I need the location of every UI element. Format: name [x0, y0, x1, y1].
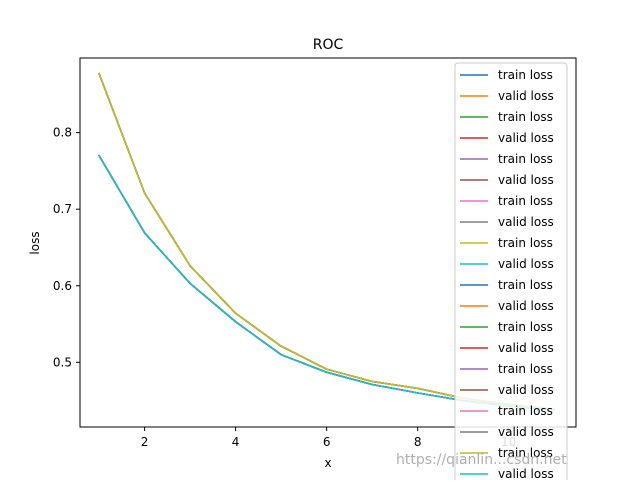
y-tick-label-0-7: 0.7	[53, 202, 72, 216]
legend-label-8: valid loss	[498, 215, 554, 229]
y-axis-ticks: 0.5 0.6 0.7 0.8	[53, 126, 80, 369]
x-tick-label-2: 2	[141, 435, 149, 449]
y-tick-label-0-6: 0.6	[53, 279, 72, 293]
legend-label-19: train loss	[498, 446, 553, 460]
legend-label-4: valid loss	[498, 131, 554, 145]
legend-label-15: train loss	[498, 362, 553, 376]
legend-label-6: valid loss	[498, 173, 554, 187]
legend-box	[454, 62, 568, 484]
legend-label-5: train loss	[498, 152, 553, 166]
legend-label-12: valid loss	[498, 299, 554, 313]
legend-label-9: train loss	[498, 236, 553, 250]
plot-frame	[79, 57, 577, 428]
chart-title: ROC	[313, 37, 344, 53]
x-tick-label-6: 6	[323, 435, 331, 449]
legend-label-7: train loss	[498, 194, 553, 208]
legend-label-11: train loss	[498, 278, 553, 292]
x-tick-label-8: 8	[414, 435, 422, 449]
legend-label-18: valid loss	[498, 425, 554, 439]
legend-label-2: valid loss	[498, 89, 554, 103]
x-axis-label: x	[324, 456, 331, 470]
legend-label-3: train loss	[498, 110, 553, 124]
legend-label-10: valid loss	[498, 257, 554, 271]
x-tick-label-4: 4	[232, 435, 240, 449]
legend-label-1: train loss	[498, 68, 553, 82]
y-tick-label-0-5: 0.5	[53, 355, 72, 369]
legend-label-14: valid loss	[498, 341, 554, 355]
legend-label-17: train loss	[498, 404, 553, 418]
legend: train loss valid loss train loss valid loss…	[454, 62, 568, 484]
legend-label-13: train loss	[498, 320, 553, 334]
y-tick-label-0-8: 0.8	[53, 126, 72, 140]
legend-label-20: valid loss	[498, 467, 554, 480]
legend-label-16: valid loss	[498, 383, 554, 397]
y-axis-label: loss	[28, 231, 42, 254]
